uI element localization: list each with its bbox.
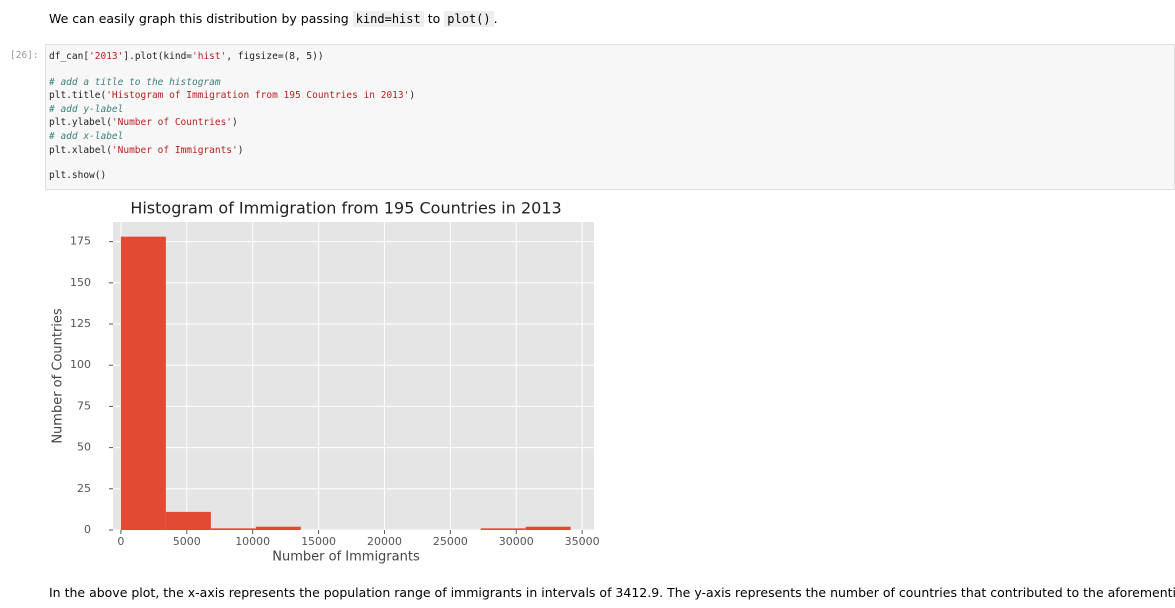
code: df_can['2013'].plot(kind='hist', figsize… xyxy=(49,50,415,195)
bar xyxy=(255,526,301,530)
code-block: df_can['2013'].plot(kind='hist', figsize… xyxy=(49,50,415,64)
x-tick-label: 10000 xyxy=(235,535,270,548)
inline-code: plot() xyxy=(444,11,494,27)
code-line: plt.show() xyxy=(49,170,107,182)
code-line: # add a title to the histogram xyxy=(49,76,221,88)
chart-title: Histogram of Immigration from 195 Countr… xyxy=(130,199,561,218)
bar xyxy=(210,528,256,530)
y-tick-label: 75 xyxy=(77,399,91,412)
y-tick-label: 50 xyxy=(77,441,91,454)
plot-area xyxy=(113,222,594,530)
code-line: plt.xlabel('Number of Immigrants') xyxy=(49,144,244,156)
intro-text: to xyxy=(427,11,441,26)
bar xyxy=(480,528,526,530)
y-axis-label: Number of Countries xyxy=(51,308,66,444)
x-tick-label: 30000 xyxy=(499,535,534,548)
cell-prompt: [26]: xyxy=(10,50,39,61)
x-tick-label: 5000 xyxy=(173,535,201,548)
y-tick-label: 25 xyxy=(77,482,91,495)
y-tick-label: 150 xyxy=(70,276,91,289)
intro: We can easily graph this distribution by… xyxy=(49,11,498,27)
y-tick-label: 125 xyxy=(70,317,91,330)
x-tick-label: 0 xyxy=(117,535,124,548)
code-line: # add x-label xyxy=(49,130,124,142)
code-block: plt.show() xyxy=(49,169,415,183)
code-line: # add y-label xyxy=(49,103,124,115)
code-cell[interactable]: df_can['2013'].plot(kind='hist', figsize… xyxy=(45,44,1175,190)
intro-text: . xyxy=(493,11,498,26)
x-tick-label: 25000 xyxy=(433,535,468,548)
intro-text: We can easily graph this distribution by… xyxy=(49,11,349,26)
code-line: plt.ylabel('Number of Countries') xyxy=(49,117,238,129)
bar xyxy=(525,526,571,530)
x-tick-label: 20000 xyxy=(367,535,402,548)
outro: In the above plot, the x-axis represents… xyxy=(49,585,1175,600)
inline-code: kind=hist xyxy=(352,11,424,27)
x-tick-label: 15000 xyxy=(301,535,336,548)
code-line: df_can['2013'].plot(kind='hist', figsize… xyxy=(49,51,324,62)
y-tick-label: 0 xyxy=(84,523,91,536)
x-tick-label: 35000 xyxy=(565,535,600,548)
bar xyxy=(120,236,166,530)
x-axis-label: Number of Immigrants xyxy=(272,550,420,565)
bar xyxy=(165,511,211,530)
code-block: # add a title to the histogram plt.title(… xyxy=(49,76,415,158)
y-tick-label: 100 xyxy=(70,358,91,371)
code-line: plt.title('Histogram of Immigration from… xyxy=(49,90,416,102)
y-tick-label: 175 xyxy=(70,235,91,248)
